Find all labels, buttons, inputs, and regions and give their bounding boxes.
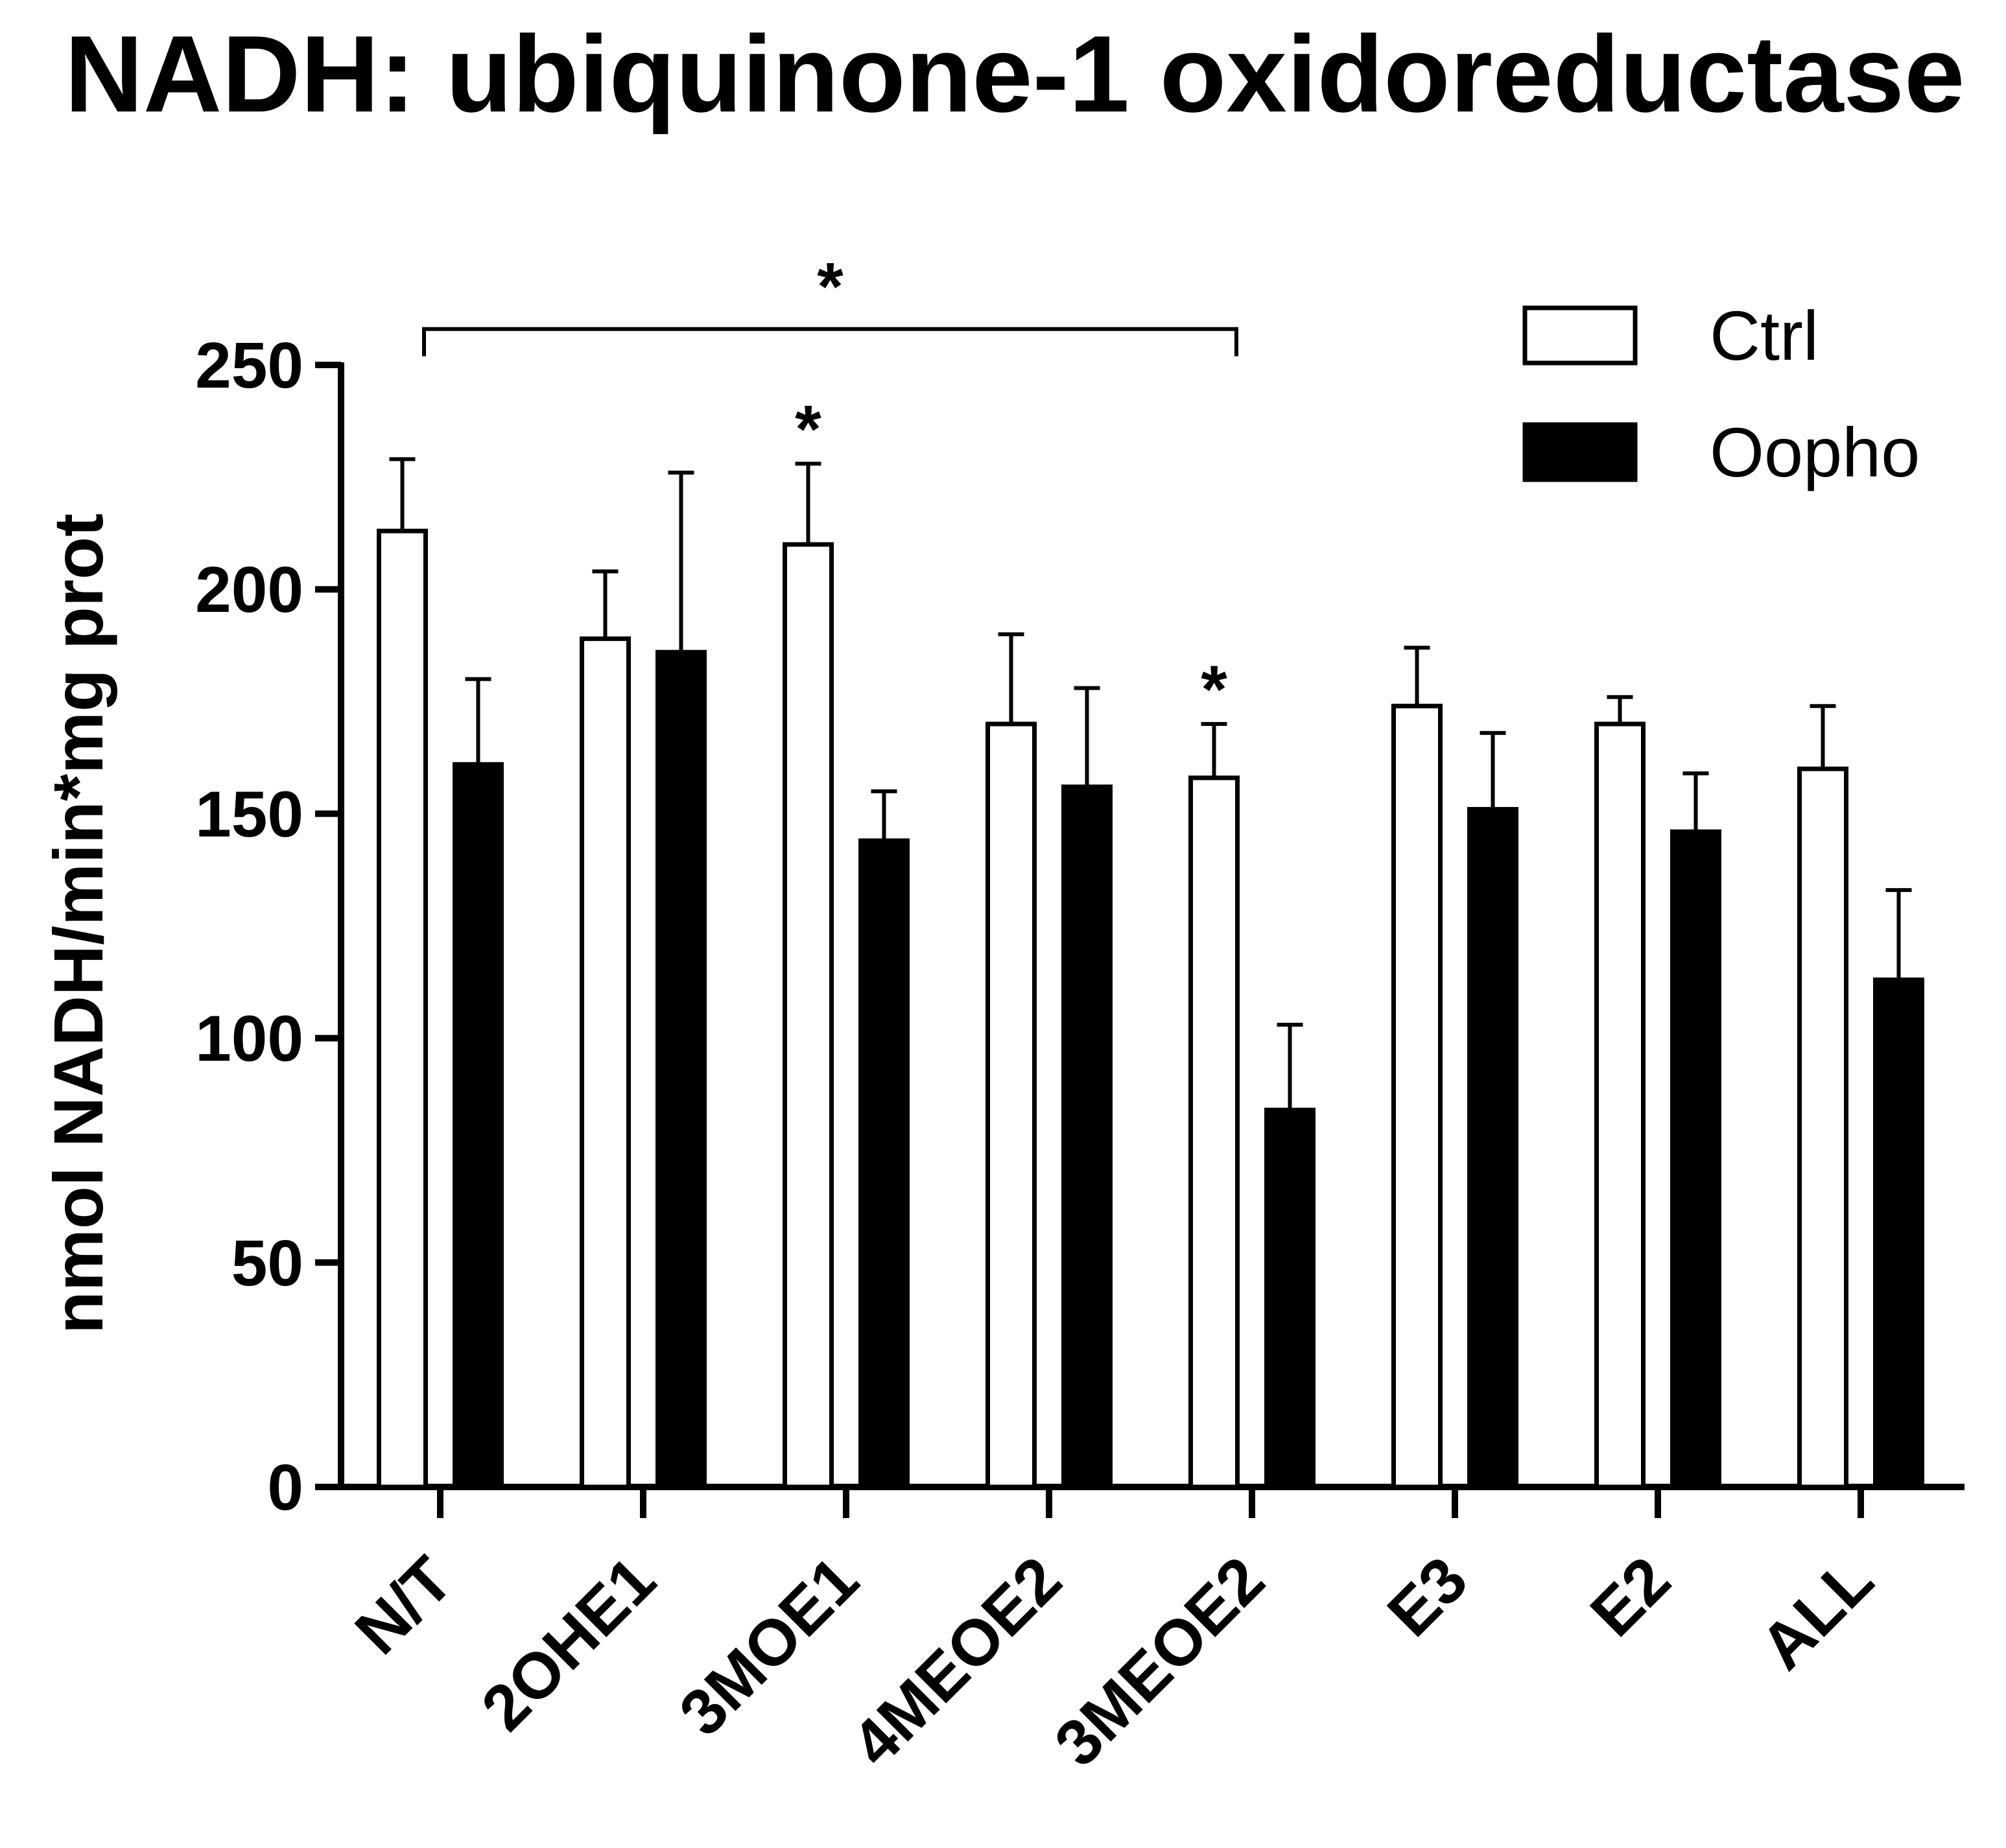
bar: [783, 542, 834, 1490]
bar: [858, 838, 910, 1490]
x-tick-label: E2: [1577, 1543, 1684, 1650]
bar: [1188, 775, 1240, 1490]
bar: [1264, 1107, 1316, 1490]
y-tick-label: 100: [195, 1003, 303, 1075]
bar: [1061, 784, 1113, 1490]
legend: Ctrl Oopho: [1522, 296, 1920, 491]
bar: [580, 636, 631, 1490]
y-tick-label: 0: [267, 1451, 303, 1524]
bar: [1797, 766, 1848, 1490]
x-tick-label: E3: [1374, 1543, 1481, 1650]
y-tick-label: 50: [231, 1227, 303, 1300]
significance-star: *: [795, 392, 821, 467]
y-tick-label: 200: [195, 554, 303, 626]
x-tick-label: 3MEOE2: [1041, 1543, 1278, 1780]
x-tick-label: 2OHE1: [467, 1543, 669, 1744]
bar: [1873, 977, 1924, 1490]
bar: [377, 528, 428, 1490]
significance-star: *: [817, 250, 844, 325]
bar: [1467, 806, 1518, 1490]
x-tick-label: N/T: [341, 1543, 466, 1668]
x-tick-label: 3MOE1: [666, 1543, 873, 1749]
y-tick-label: 150: [195, 778, 303, 850]
significance-star: *: [1201, 652, 1227, 727]
bar: [1670, 829, 1721, 1490]
legend-swatch: [1522, 305, 1638, 366]
y-tick-label: 250: [195, 329, 303, 402]
x-tick-label: ALL: [1747, 1543, 1887, 1683]
bar: [453, 762, 504, 1490]
legend-label: Oopho: [1710, 413, 1920, 491]
bar: [1391, 703, 1443, 1490]
chart-title: NADH: ubiquinone-1 oxidoreductase: [65, 13, 1965, 135]
bar: [1594, 721, 1646, 1490]
y-axis-label: nmol NADH/min*mg prot: [39, 513, 117, 1334]
legend-swatch: [1522, 422, 1638, 482]
legend-label: Ctrl: [1710, 296, 1819, 375]
x-tick-label: 4MEOE2: [838, 1543, 1075, 1780]
bars: [377, 457, 1924, 1490]
significance-bracket: [422, 327, 1238, 357]
bar: [655, 649, 707, 1490]
bar: [985, 721, 1037, 1490]
annotations: * * *: [422, 250, 1238, 727]
